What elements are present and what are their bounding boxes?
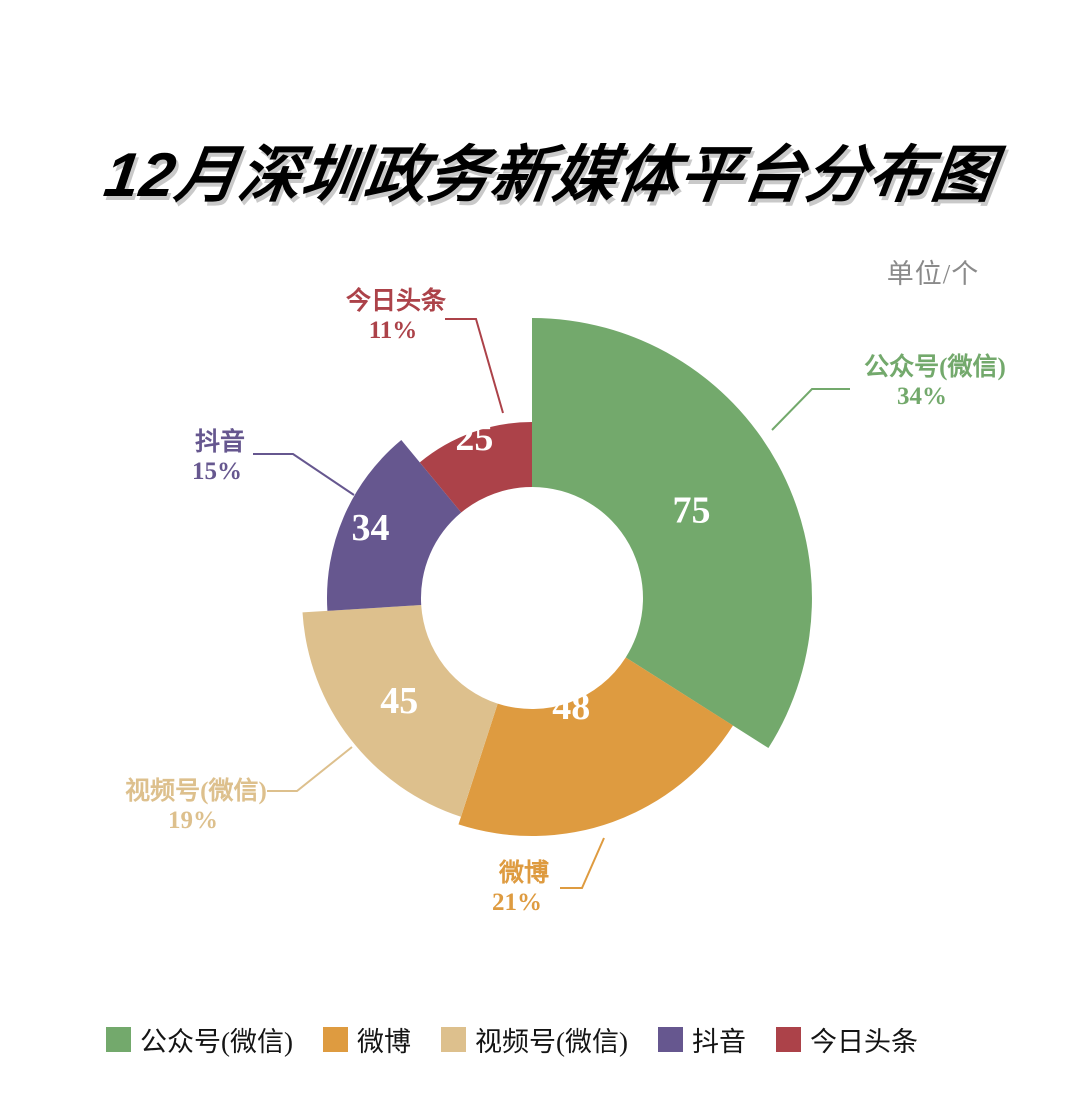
callout-percent-label: 11%: [369, 317, 418, 344]
legend-item: 公众号(微信): [106, 1020, 293, 1059]
chart-legend: 公众号(微信) 微博 视频号(微信) 抖音 今日头条: [106, 1020, 918, 1059]
pie-slice: [326, 440, 462, 611]
callout-category-label: 今日头条: [346, 286, 447, 315]
legend-item: 视频号(微信): [440, 1020, 628, 1059]
callout-category-label: 视频号(微信): [125, 777, 267, 805]
callout-leader-line: [267, 746, 353, 792]
legend-label: 抖音: [691, 1027, 746, 1057]
callout-category-label: 抖音: [195, 427, 245, 456]
pie-slice: [419, 422, 532, 513]
slice-value-label: 34: [352, 507, 390, 549]
callout-percent-label: 15%: [192, 458, 242, 485]
callout-category-label: 公众号(微信): [864, 353, 1006, 381]
legend-label: 微博: [356, 1027, 411, 1057]
legend-item: 抖音: [657, 1020, 746, 1059]
callout-percent-label: 21%: [492, 889, 542, 916]
legend-swatch: [106, 1027, 131, 1052]
unit-label: 单位/个: [886, 259, 980, 289]
legend-label: 今日头条: [809, 1027, 918, 1057]
legend-item: 今日头条: [775, 1020, 918, 1059]
callout-percent-label: 19%: [168, 807, 218, 834]
callout-percent-label: 34%: [897, 383, 947, 410]
legend-swatch: [775, 1027, 801, 1052]
slice-value-label: 75: [673, 489, 711, 531]
callout-category-label: 微博: [498, 859, 549, 887]
callout-leader-line: [445, 318, 504, 414]
legend-swatch: [657, 1027, 683, 1052]
callout-leader-line: [253, 453, 355, 496]
legend-swatch: [440, 1027, 466, 1052]
legend-label: 视频号(微信): [474, 1027, 628, 1057]
callout-leader-line: [771, 388, 850, 431]
pie-slice: [532, 318, 812, 748]
legend-item: 微博: [322, 1020, 411, 1059]
callout-leader-line: [560, 837, 605, 889]
legend-label: 公众号(微信): [140, 1027, 293, 1057]
pie-slice: [302, 605, 498, 817]
slice-value-label: 48: [552, 686, 590, 728]
legend-swatch: [322, 1027, 348, 1052]
slice-value-label: 45: [380, 680, 418, 722]
slice-value-label: 25: [455, 417, 493, 459]
pie-slice: [458, 657, 733, 837]
